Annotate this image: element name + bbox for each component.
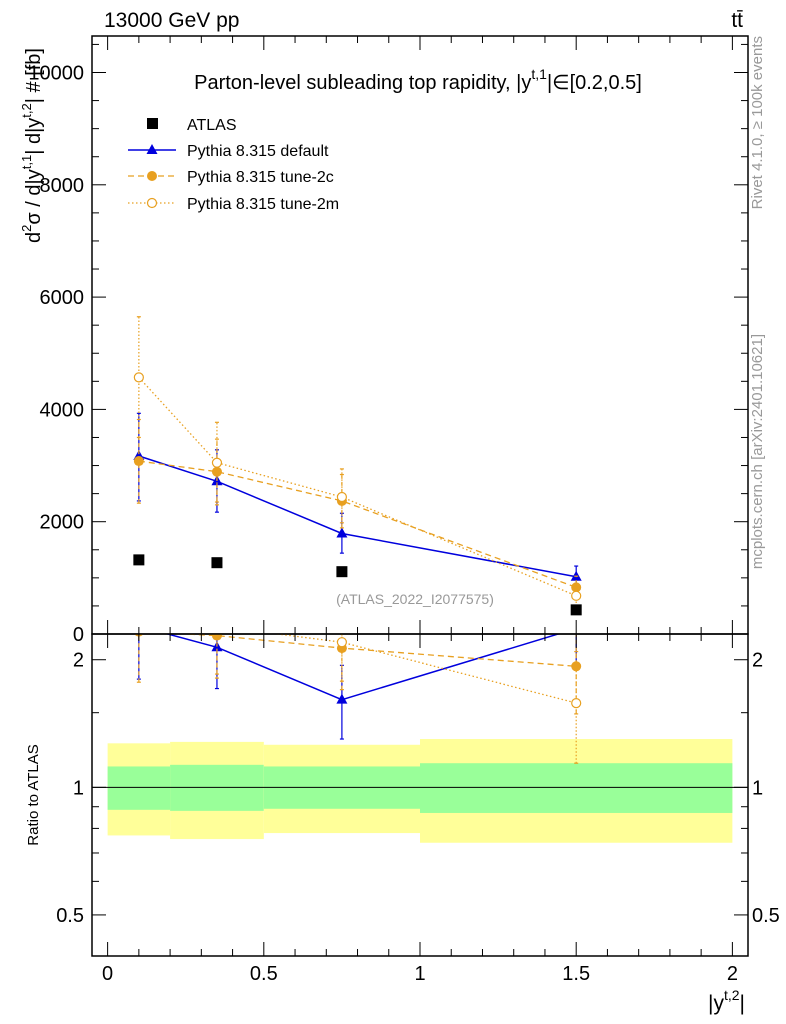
main-plot-area — [133, 316, 582, 616]
main-series-line-1 — [138, 460, 577, 589]
main-series-2 — [133, 316, 582, 608]
ratio-y-tick-label-right: 0.5 — [752, 905, 780, 927]
ratio-point — [336, 637, 348, 648]
ratio-point — [211, 634, 222, 641]
ratio-panel-frame — [91, 633, 749, 957]
inner-uncertainty-band — [107, 766, 171, 810]
x-tick-label: 1 — [414, 963, 425, 985]
legend-entry-atlas: ATLAS — [147, 117, 237, 134]
main-y-axis-label: d2σ / d|yt,1| d|yt,2| # [fb] — [19, 48, 45, 243]
ratio-y-axis-label: Ratio to ATLAS — [25, 744, 42, 845]
plot-title-post: |∈[0.2,0.5] — [547, 72, 642, 94]
ratio-y-tick-label: 0.5 — [56, 905, 84, 927]
ratio-series-line-1 — [173, 634, 577, 667]
main-point — [571, 590, 582, 601]
ratio-series-line-0 — [164, 634, 561, 701]
legend-entry-tune-2c: Pythia 8.315 tune-2c — [128, 169, 334, 186]
legend-label-default: Pythia 8.315 default — [187, 143, 329, 160]
legend-entry-default: Pythia 8.315 default — [128, 143, 329, 160]
y-tick-label: 10000 — [28, 62, 84, 84]
x-tick-label: 1.5 — [562, 963, 590, 985]
plot-title-pre: Parton-level subleading top rapidity, |y — [194, 72, 531, 94]
main-point — [211, 466, 222, 477]
main-point — [571, 582, 582, 593]
legend-entry-tune-2m: Pythia 8.315 tune-2m — [128, 196, 339, 213]
ratio-plot-area — [92, 622, 748, 843]
atlas-data-point — [211, 557, 223, 569]
x-tick-label: 2 — [727, 963, 738, 985]
ratio-axes: 0.5 0.5 1 1 2 2 0 0.5 1 1.5 2 — [56, 634, 780, 985]
inner-uncertainty-band — [170, 764, 264, 811]
y-tick-label: 4000 — [40, 399, 85, 421]
rivet-version-label: Rivet 4.1.0, ≥ 100k events — [749, 36, 766, 209]
main-series-line-2 — [138, 376, 577, 597]
main-point — [133, 372, 144, 383]
mcplots-label: mcplots.cern.ch [arXiv:2401.10621] — [749, 334, 766, 569]
legend-marker-tune-2c — [147, 171, 157, 181]
atlas-data-series — [133, 554, 582, 616]
ratio-point — [571, 661, 582, 672]
atlas-data-point — [133, 554, 145, 566]
main-point — [211, 457, 223, 468]
ratio-series-2 — [212, 622, 582, 764]
ratio-y-tick-label-right: 2 — [752, 650, 763, 672]
ratio-y-tick-label: 1 — [73, 777, 84, 799]
y-tick-label: 8000 — [40, 175, 85, 197]
atlas-data-point — [570, 604, 582, 616]
main-series-line-0 — [138, 455, 577, 578]
x-axis-label: |yt,2| — [708, 987, 745, 1015]
energy-label: 13000 GeV pp — [104, 9, 239, 32]
plot-title: Parton-level subleading top rapidity, |y… — [194, 66, 642, 94]
main-y-axis: 0 2000 4000 6000 8000 10000 — [28, 36, 748, 646]
ratio-point — [336, 693, 348, 704]
ratio-y-tick-label-right: 1 — [752, 777, 763, 799]
main-point — [133, 456, 144, 467]
y-tick-label: 6000 — [40, 287, 85, 309]
x-tick-label: 0.5 — [250, 963, 278, 985]
main-series-0 — [133, 412, 582, 588]
main-point — [336, 527, 348, 538]
ratio-point — [212, 622, 221, 631]
y-tick-label: 2000 — [40, 512, 85, 534]
x-tick-label: 0 — [102, 963, 113, 985]
main-series-1 — [133, 418, 582, 599]
legend-label-tune-2m: Pythia 8.315 tune-2m — [187, 196, 339, 213]
main-point — [336, 491, 348, 503]
legend-label-atlas: ATLAS — [187, 117, 237, 134]
legend-label-tune-2c: Pythia 8.315 tune-2c — [187, 169, 334, 186]
analysis-watermark: (ATLAS_2022_I2077575) — [336, 591, 494, 607]
ratio-y-tick-label: 2 — [73, 650, 84, 672]
legend-marker-default — [146, 144, 158, 154]
ratio-point — [571, 698, 582, 709]
process-label: tt̄ — [731, 9, 743, 32]
plot-title-sup: t,1 — [531, 66, 547, 82]
legend: ATLAS Pythia 8.315 default Pythia 8.315 … — [128, 117, 339, 213]
uncertainty-bands — [107, 739, 733, 843]
y-tick-label: 0 — [73, 624, 84, 646]
atlas-data-point — [336, 566, 348, 578]
inner-uncertainty-band — [420, 763, 733, 813]
ratio-series-0 — [136, 634, 579, 740]
legend-marker-atlas — [147, 118, 158, 129]
legend-marker-tune-2m — [146, 197, 158, 209]
